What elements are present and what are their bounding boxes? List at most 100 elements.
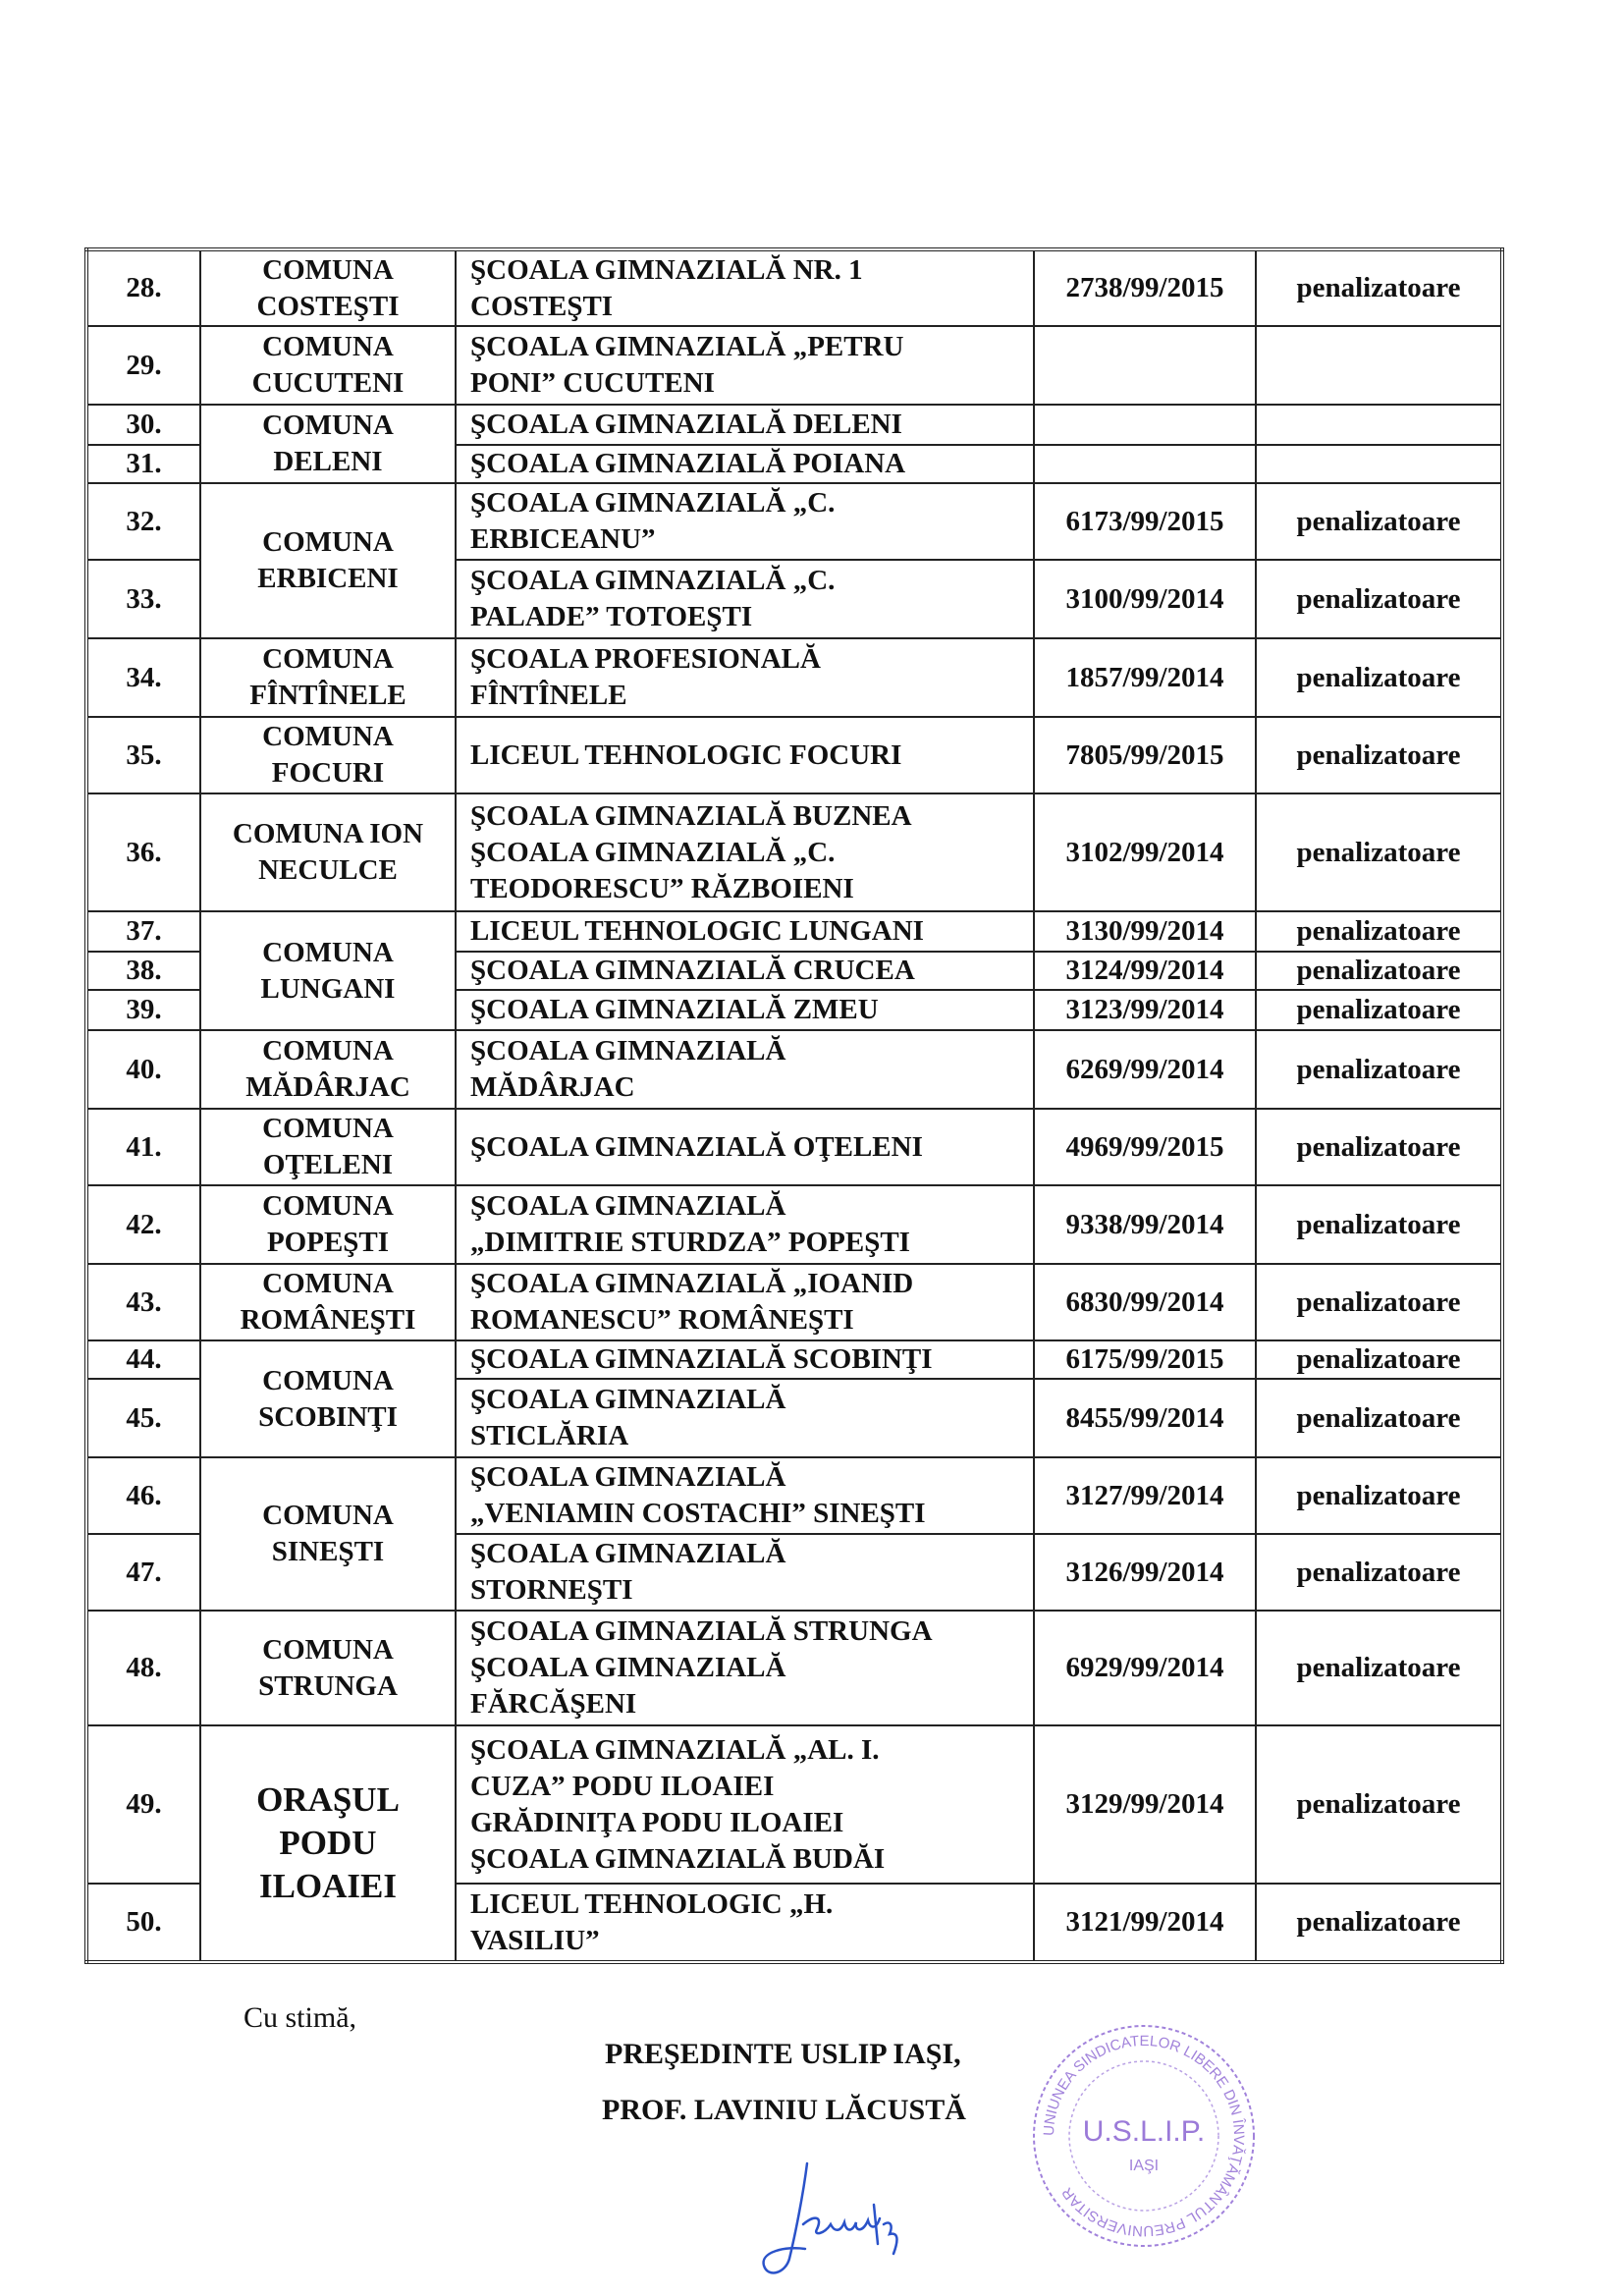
school-cell: ŞCOALA GIMNAZIALĂ NR. 1 COSTEŞTI: [455, 248, 1035, 327]
school-cell-line: STORNEŞTI: [470, 1574, 633, 1606]
table-row: 36. COMUNA ION NECULCE ŞCOALA GIMNAZIALĂ BU…: [85, 793, 1503, 912]
locality-cell: COMUNA FÎNTÎNELE: [199, 637, 457, 718]
row-number: 35.: [85, 716, 201, 794]
locality-cell-line: COMUNA: [262, 1035, 394, 1066]
table-row: 37. COMUNA LUNGANI LICEUL TEHNOLOGIC LUNGAN…: [85, 910, 1503, 1031]
school-cell-line: LICEUL TEHNOLOGIC LUNGANI: [470, 915, 924, 947]
table-row: 45. ŞCOALA GIMNAZIALĂ STICLĂRIA 8455/99/201…: [85, 1378, 1503, 1458]
uslip-stamp: UNIUNEA SINDICATELOR LIBERE DIN ÎNVĂŢĂMÂ…: [1033, 2025, 1255, 2247]
school-cell: ŞCOALA GIMNAZIALĂ CRUCEA: [455, 951, 1035, 991]
row-number: 48.: [85, 1610, 201, 1726]
locality-cell: COMUNA POPEŞTI: [199, 1184, 457, 1265]
school-cell-line: ŞCOALA GIMNAZIALĂ: [470, 1652, 786, 1683]
signatory-name: PROF. LAVINIU LĂCUSTĂ: [602, 2094, 966, 2126]
school-cell-line: ŞCOALA GIMNAZIALĂ „C.: [470, 487, 836, 519]
registration-number: 3130/99/2014: [1033, 910, 1257, 953]
type-cell: penalizatoare: [1255, 248, 1503, 327]
locality-cell-line: SCOBINŢI: [258, 1400, 398, 1433]
locality-cell: COMUNA COSTEŞTI: [199, 248, 457, 327]
row-number: 37.: [85, 910, 201, 953]
type-cell: penalizatoare: [1255, 482, 1503, 561]
type-cell: penalizatoare: [1255, 951, 1503, 991]
type-cell: penalizatoare: [1255, 1456, 1503, 1535]
svg-text:U.S.L.I.P.: U.S.L.I.P.: [1083, 2115, 1206, 2148]
locality-cell-line: COMUNA: [262, 526, 394, 558]
row-number: 49.: [85, 1724, 201, 1885]
school-cell: ŞCOALA GIMNAZIALĂ „VENIAMIN COSTACHI” SIN…: [455, 1456, 1035, 1535]
row-number: 47.: [85, 1533, 201, 1612]
row-number: 41.: [85, 1108, 201, 1186]
school-cell: ŞCOALA GIMNAZIALĂ STORNEŞTI: [455, 1533, 1035, 1612]
table-row: 42. COMUNA POPEŞTI ŞCOALA GIMNAZIALĂ „DIMITR…: [85, 1184, 1503, 1265]
school-cell-line: GRĂDINIŢA PODU ILOAIEI: [470, 1806, 844, 1838]
locality-cell-line: COMUNA: [262, 1364, 394, 1396]
row-number: 42.: [85, 1184, 201, 1265]
school-cell-line: VASILIU”: [470, 1924, 600, 1956]
type-cell: [1255, 325, 1503, 406]
row-number: 32.: [85, 482, 201, 561]
school-cell-line: ŞCOALA GIMNAZIALĂ CRUCEA: [470, 955, 915, 986]
locality-cell: COMUNA FOCURI: [199, 716, 457, 794]
school-cell-line: ŞCOALA GIMNAZIALĂ: [470, 1538, 786, 1569]
school-cell: ŞCOALA GIMNAZIALĂ ZMEU: [455, 989, 1035, 1031]
locality-cell-line: COMUNA: [262, 253, 394, 286]
school-cell-line: ŞCOALA GIMNAZIALĂ: [470, 1035, 786, 1066]
greeting: Cu stimă,: [243, 2001, 357, 2034]
school-cell: ŞCOALA GIMNAZIALĂ POIANA: [455, 444, 1035, 484]
locality-cell-line: COMUNA: [262, 1500, 394, 1531]
locality-cell: COMUNA CUCUTENI: [199, 325, 457, 406]
locality-cell-line: COMUNA: [262, 1268, 394, 1299]
school-cell-line: STICLĂRIA: [470, 1420, 629, 1451]
table-row: 30. COMUNA DELENI ŞCOALA GIMNAZIALĂ DELENI: [85, 404, 1503, 484]
type-cell: penalizatoare: [1255, 1184, 1503, 1265]
school-cell: ŞCOALA GIMNAZIALĂ STICLĂRIA: [455, 1378, 1035, 1458]
school-cell: ŞCOALA GIMNAZIALĂ „C. ERBICEANU”: [455, 482, 1035, 561]
school-cell-line: ŞCOALA GIMNAZIALĂ STRUNGA: [470, 1615, 933, 1647]
school-cell-line: FÎNTÎNELE: [470, 680, 627, 711]
school-cell-line: ŞCOALA GIMNAZIALĂ: [470, 1190, 786, 1222]
locality-cell: COMUNA SCOBINŢI: [199, 1339, 457, 1458]
school-cell: ŞCOALA GIMNAZIALĂ „C. PALADE” TOTOEŞTI: [455, 559, 1035, 639]
school-cell: ŞCOALA GIMNAZIALĂ STRUNGA ŞCOALA GIMNAZIA…: [455, 1610, 1035, 1726]
locality-cell-line: COMUNA: [262, 721, 394, 752]
locality-cell-line: COSTEŞTI: [256, 290, 400, 322]
type-cell: penalizatoare: [1255, 716, 1503, 794]
school-cell-line: ŞCOALA GIMNAZIALĂ „PETRU: [470, 331, 904, 362]
locality-cell-line: FOCURI: [271, 757, 385, 789]
table-row: 28. COMUNA COSTEŞTI ŞCOALA GIMNAZIALĂ NR. 1…: [85, 248, 1503, 327]
row-number: 39.: [85, 989, 201, 1031]
school-cell-line: ŞCOALA GIMNAZIALĂ SCOBINŢI: [470, 1343, 933, 1375]
school-cell-line: ŞCOALA GIMNAZIALĂ OŢELENI: [470, 1130, 923, 1163]
school-cell: ŞCOALA GIMNAZIALĂ MĂDÂRJAC: [455, 1029, 1035, 1110]
school-cell: LICEUL TEHNOLOGIC LUNGANI: [455, 910, 1035, 953]
locality-cell: COMUNA DELENI: [199, 404, 457, 484]
type-cell: [1255, 444, 1503, 484]
school-cell: ŞCOALA GIMNAZIALĂ „DIMITRIE STURDZA” POPE…: [455, 1184, 1035, 1265]
table-row: 33. ŞCOALA GIMNAZIALĂ „C. PALADE” TOTOEŞTI…: [85, 559, 1503, 639]
locality-cell-line: COMUNA: [262, 1633, 394, 1666]
school-cell: LICEUL TEHNOLOGIC FOCURI: [455, 716, 1035, 794]
locality-cell: COMUNA ERBICENI: [199, 482, 457, 639]
locality-cell-line: CUCUTENI: [251, 367, 405, 399]
school-cell-line: FĂRCĂŞENI: [470, 1688, 637, 1720]
locality-cell-line: COMUNA: [262, 1190, 394, 1222]
schools-table: 28. COMUNA COSTEŞTI ŞCOALA GIMNAZIALĂ NR. 1…: [84, 247, 1504, 1964]
registration-number: [1033, 325, 1257, 406]
school-cell-line: TEODORESCU” RĂZBOIENI: [470, 872, 854, 904]
locality-cell-line: NECULCE: [258, 854, 398, 886]
registration-number: 3124/99/2014: [1033, 951, 1257, 991]
registration-number: 3102/99/2014: [1033, 793, 1257, 912]
locality-cell-line: OŢELENI: [262, 1149, 394, 1180]
type-cell: penalizatoare: [1255, 989, 1503, 1031]
locality-cell-line: FÎNTÎNELE: [249, 680, 406, 711]
school-cell: ŞCOALA GIMNAZIALĂ BUZNEA ŞCOALA GIMNAZIAL…: [455, 793, 1035, 912]
row-number: 40.: [85, 1029, 201, 1110]
locality-cell-line: COMUNA: [262, 410, 394, 441]
row-number: 31.: [85, 444, 201, 484]
locality-cell: COMUNA MĂDÂRJAC: [199, 1029, 457, 1110]
registration-number: 6269/99/2014: [1033, 1029, 1257, 1110]
row-number: 33.: [85, 559, 201, 639]
school-cell: ŞCOALA GIMNAZIALĂ „PETRU PONI” CUCUTENI: [455, 325, 1035, 406]
locality-cell-line: MĂDÂRJAC: [245, 1071, 410, 1103]
school-cell-line: ŞCOALA GIMNAZIALĂ BUZNEA: [470, 799, 912, 832]
